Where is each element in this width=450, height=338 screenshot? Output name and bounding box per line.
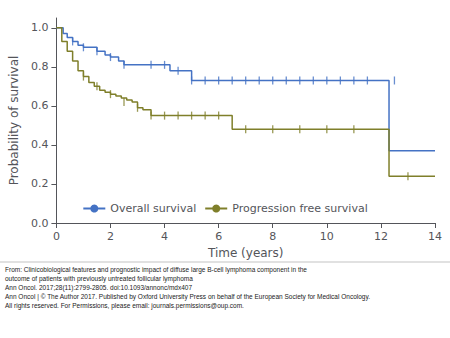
svg-text:outcome of patients with previ: outcome of patients with previously untr… [5, 275, 193, 283]
svg-text:0: 0 [53, 230, 60, 243]
svg-text:Ann Oncol. 2017;28(11):2799-28: Ann Oncol. 2017;28(11):2799-2805. doi:10… [5, 284, 192, 292]
svg-text:6: 6 [215, 230, 222, 243]
svg-text:Ann Oncol | © The Author 2017.: Ann Oncol | © The Author 2017. Published… [5, 293, 370, 301]
svg-text:8: 8 [269, 230, 276, 243]
svg-text:0.4: 0.4 [31, 138, 49, 151]
svg-text:0.6: 0.6 [31, 99, 49, 112]
svg-text:2: 2 [107, 230, 114, 243]
svg-text:0.2: 0.2 [31, 177, 49, 190]
svg-text:14: 14 [428, 230, 442, 243]
svg-text:4: 4 [161, 230, 168, 243]
svg-text:From: Clinicobiological featur: From: Clinicobiological features and pro… [5, 266, 307, 274]
svg-text:0.0: 0.0 [31, 217, 49, 230]
svg-text:0.8: 0.8 [31, 60, 49, 73]
svg-text:Time (years): Time (years) [207, 246, 284, 260]
svg-text:Probability of survival: Probability of survival [7, 56, 21, 186]
svg-text:12: 12 [374, 230, 388, 243]
svg-text:1.0: 1.0 [31, 21, 49, 34]
svg-text:All rights reserved. For Permi: All rights reserved. For Permissions, pl… [5, 302, 244, 310]
svg-text:Progression free survival: Progression free survival [232, 202, 367, 215]
svg-text:10: 10 [320, 230, 334, 243]
svg-text:Overall survival: Overall survival [110, 202, 196, 215]
